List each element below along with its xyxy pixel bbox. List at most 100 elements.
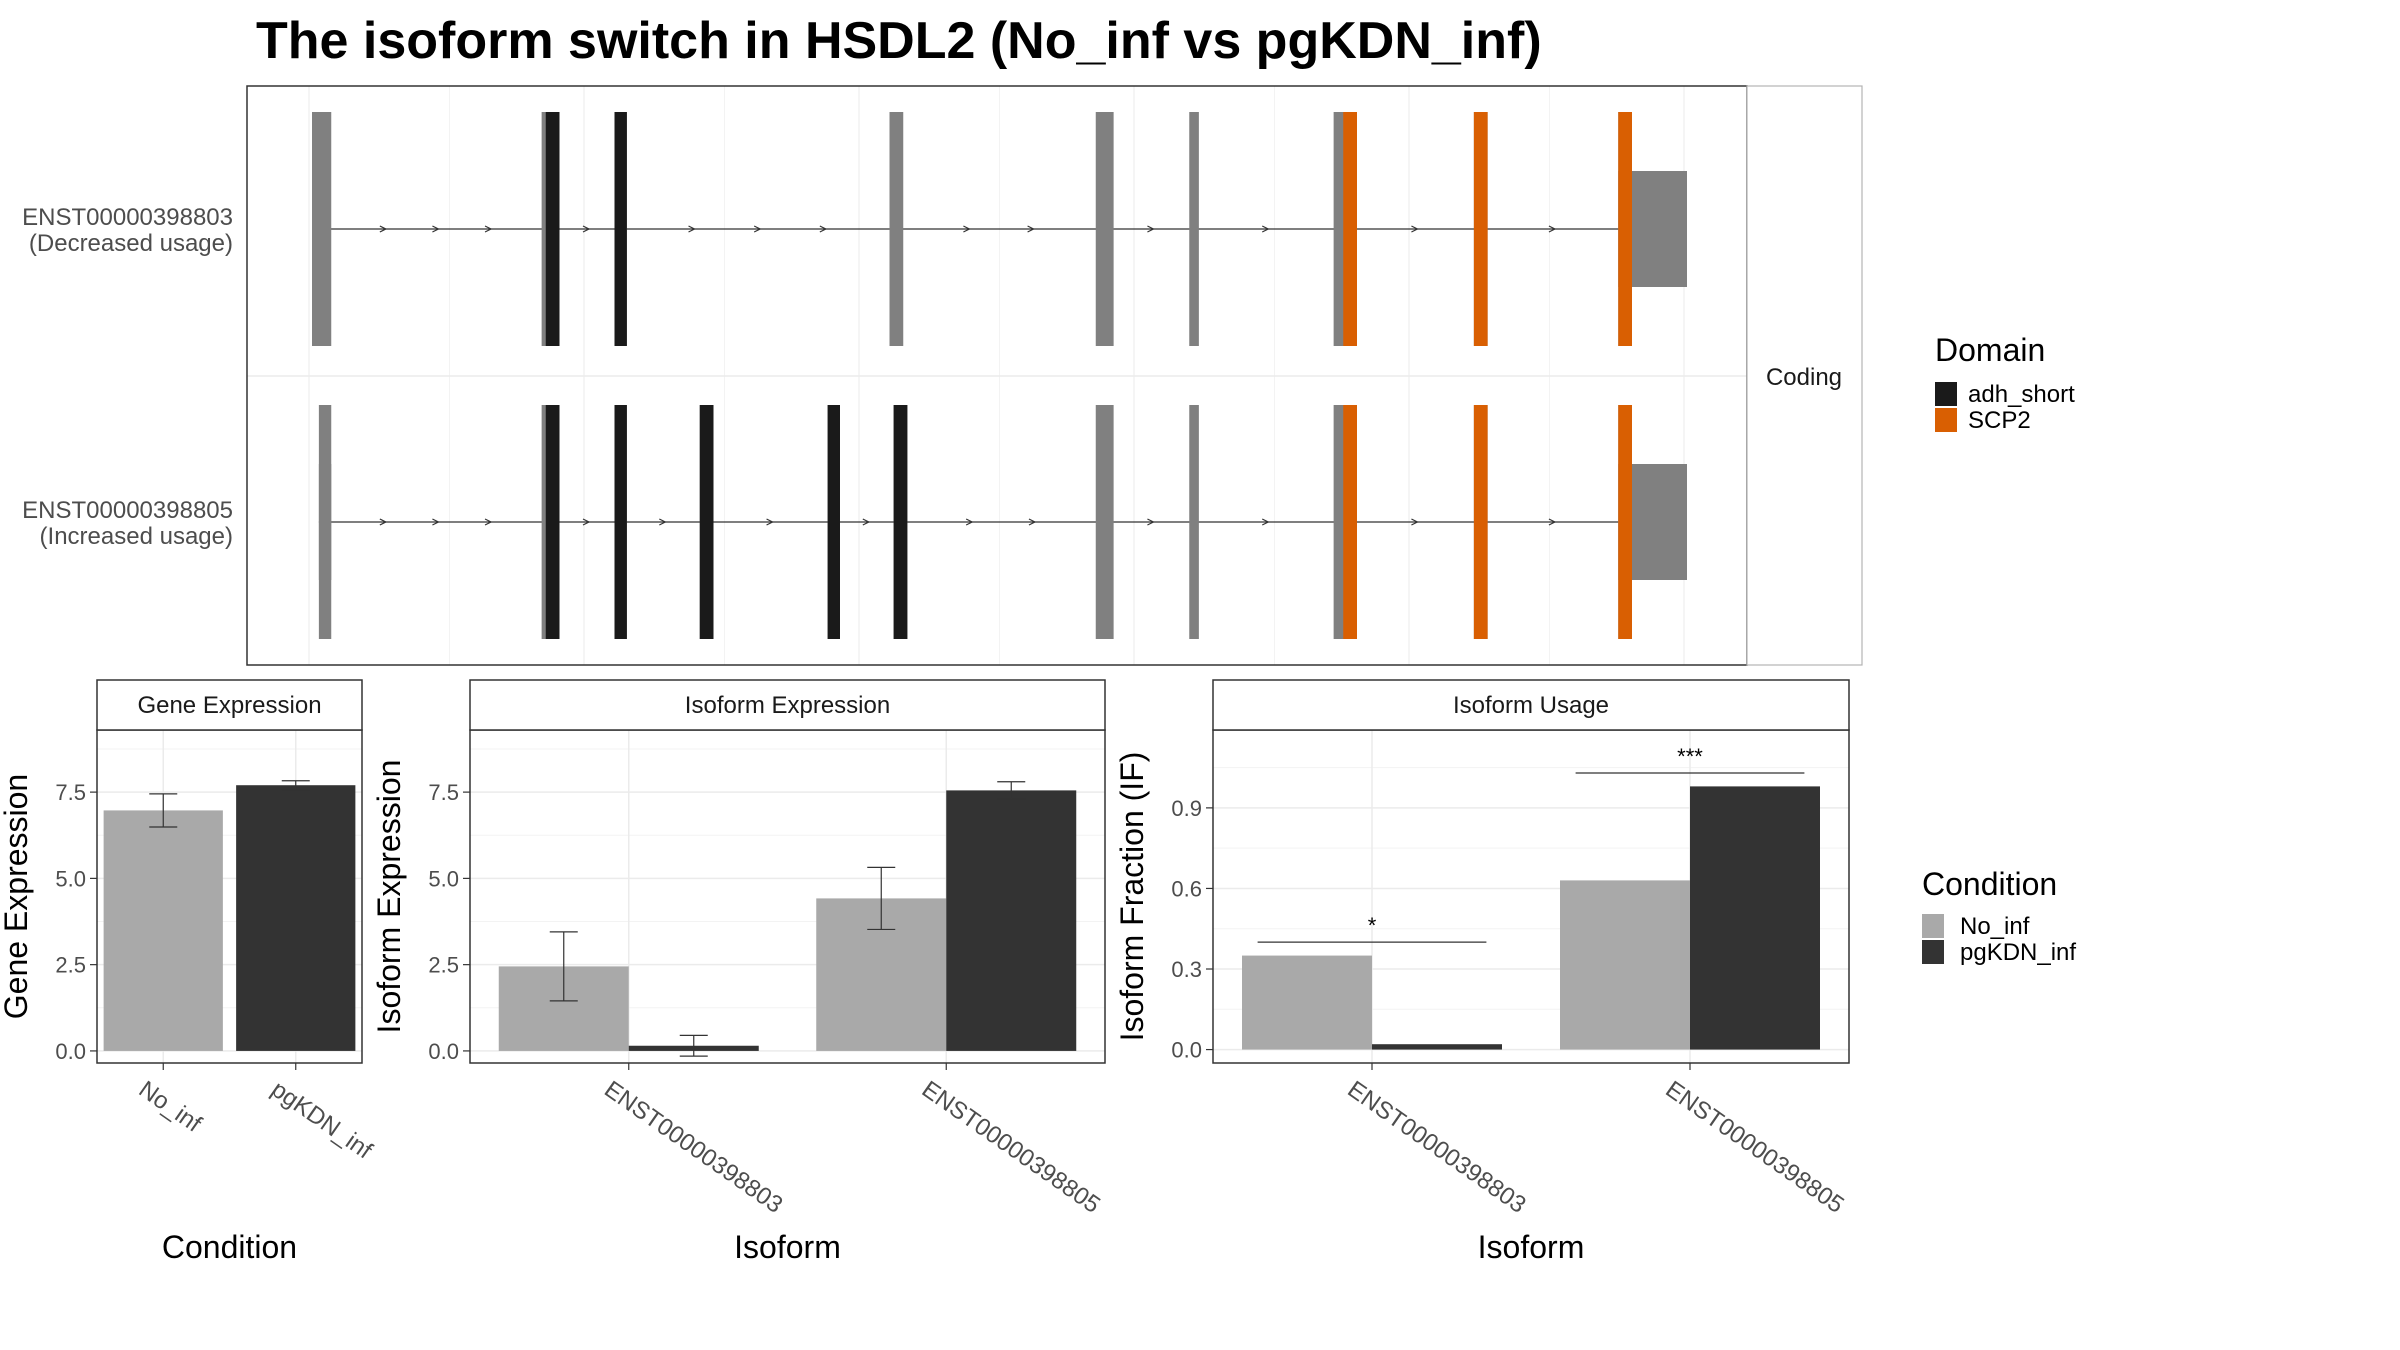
gene-structure-panel: ENST00000398803(Decreased usage)ENST0000… [22,85,1863,666]
intron-arrow [659,518,667,526]
exon-block [1095,405,1114,639]
bar [1690,786,1820,1050]
ytick-label: 5.0 [428,866,459,891]
bar-panel-3: 0.00.30.60.9****Isoform UsageENST0000039… [1114,679,1850,1265]
transcript-ENST00000398803: ENST00000398803(Decreased usage) [22,112,1687,346]
intron-arrow [688,225,696,233]
intron-arrow [582,225,591,233]
bar [236,785,356,1051]
transcript-name-label: ENST00000398803 [22,204,233,231]
exon-block [1095,112,1114,346]
bar-panel-1: 0.0 2.5 5.0 7.5 Gene Expression No_inf pgKDN_i… [0,679,377,1265]
x-axis-title: Isoform [1478,1229,1585,1265]
domain-SCP2 [1473,405,1488,639]
intron-arrow [1411,518,1419,526]
panel-strip [96,679,363,731]
x-axis-title: Isoform [734,1229,841,1265]
error-bar [149,793,178,828]
ytick-label: 5.0 [55,866,86,891]
intron-arrow [582,518,591,526]
intron-arrow [819,225,828,233]
intron-arrow [484,518,493,526]
ytick-label: 0.9 [1171,796,1202,821]
domain-adh_short [614,405,627,639]
transcript-usage-label: (Decreased usage) [29,230,233,257]
intron-arrow [432,225,440,233]
panel-strip [469,679,1106,731]
significance-label: * [1368,913,1377,938]
error-bar [997,781,1026,800]
ytick-label: 0.3 [1171,957,1202,982]
domain-legend-key-adh_short [1935,382,1957,406]
intron-arrow [484,225,493,233]
ytick-label: 0.0 [55,1039,86,1064]
domain-adh_short [545,112,560,346]
intron-arrow [1548,518,1557,526]
intron-arrow [1548,225,1557,233]
domain-legend-title: Domain [1935,332,2045,368]
y-axis-title: Isoform Expression [371,760,407,1034]
domain-adh_short [545,405,560,639]
intron-arrow [766,518,774,526]
condition-legend-title: Condition [1922,866,2057,902]
plot-layer: ENST00000398803(Decreased usage)ENST0000… [0,85,2076,1265]
ytick-label: 0.0 [1171,1038,1202,1063]
x-axis-title: Condition [162,1229,297,1265]
domain-legend-key-SCP2 [1935,408,1957,432]
exon-block [312,112,332,346]
transcript-name-label: ENST00000398805 [22,497,233,524]
domain-adh_short [827,405,840,639]
exon-block [889,112,904,346]
panel-strip-label: Gene Expression [137,692,321,719]
domain-adh_short [699,405,714,639]
domain-adh_short [893,405,908,639]
exon-block [318,405,332,639]
intron-arrow [1147,518,1155,526]
domain-SCP2 [1618,405,1632,639]
ytick-label: 0.6 [1171,876,1202,901]
domain-adh_short [614,112,627,346]
y-axis-title: Isoform Fraction (IF) [1114,752,1150,1042]
ytick-label: 7.5 [55,780,86,805]
intron-arrow [1147,225,1155,233]
intron-arrow [1261,225,1270,233]
intron-arrow [862,518,871,526]
domain-SCP2 [1473,112,1488,346]
error-bar [679,1034,708,1057]
transcript-ENST00000398805: ENST00000398805(Increased usage) [22,405,1687,639]
intron-arrow [1411,225,1419,233]
y-axis-title: Gene Expression [0,774,34,1019]
intron-arrow [963,225,971,233]
condition-legend-key-pgKDN_inf [1922,940,1944,964]
coding-strip-label: Coding [1766,364,1842,391]
exon-block [1189,405,1199,639]
significance-label: *** [1677,744,1703,769]
ytick-label: 0.0 [428,1039,459,1064]
coding-strip [1746,85,1863,666]
intron-arrow [753,225,762,233]
xtick-label: ENST00000398805 [917,1076,1105,1219]
ytick-label: 2.5 [55,953,86,978]
xtick-label: No_inf [134,1076,207,1138]
bar [946,790,1077,1051]
bar-panel-2: 0.0 2.5 5.0 7.5 Isoform Expression ENST000003… [371,679,1106,1265]
condition-legend-key-No_inf [1922,914,1944,938]
condition-legend-label-No_inf: No_inf [1960,913,2030,940]
domain-SCP2 [1618,112,1632,346]
exon-block [1189,112,1199,346]
figure-title: The isoform switch in HSDL2 (No_inf vs p… [256,12,1542,70]
domain-legend-label-SCP2: SCP2 [1968,407,2031,434]
panel-strip-label: Isoform Usage [1453,692,1609,719]
intron-arrow [379,225,388,233]
panel-strip-label: Isoform Expression [685,692,890,719]
condition-legend-label-pgKDN_inf: pgKDN_inf [1960,939,2076,966]
error-bar [549,931,578,1002]
intron-arrow [1261,518,1270,526]
bar [1560,880,1690,1050]
intron-arrow [1027,225,1035,233]
domain-legend-label-adh_short: adh_short [1968,381,2075,408]
domain-SCP2 [1343,112,1357,346]
